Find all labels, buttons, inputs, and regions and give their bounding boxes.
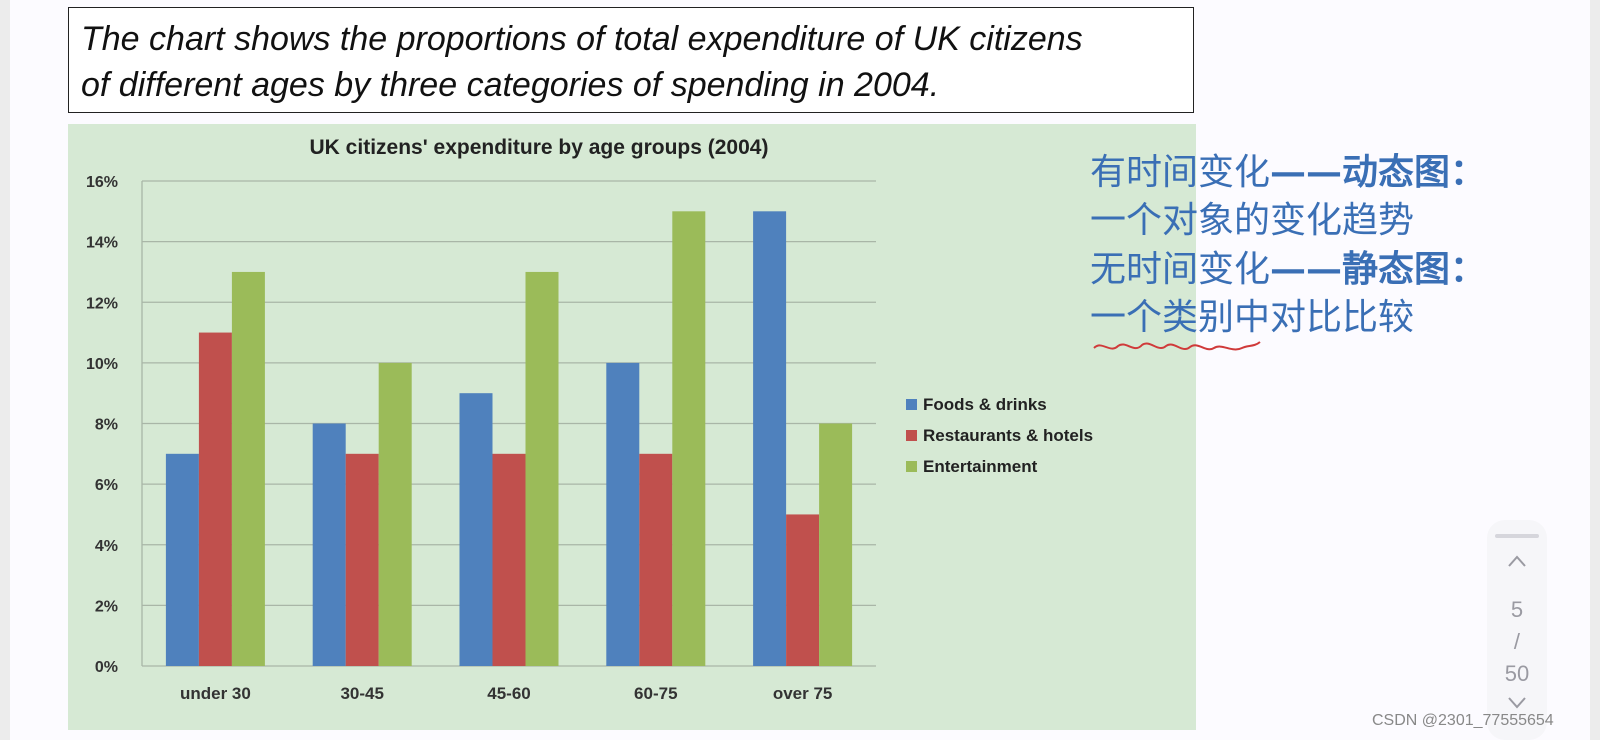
pager-handle[interactable] xyxy=(1495,534,1539,538)
x-tick-label: over 75 xyxy=(773,684,833,703)
chart-area: UK citizens' expenditure by age groups (… xyxy=(68,124,1196,730)
bar-entertainment-60-75 xyxy=(672,211,706,666)
y-tick-label: 8% xyxy=(95,417,118,434)
y-tick-label: 4% xyxy=(95,538,118,555)
bar-restaurants-hotels-30-45 xyxy=(345,453,379,666)
page-edge-left xyxy=(0,0,10,740)
legend-label: Entertainment xyxy=(923,457,1038,476)
bar-foods-drinks-over-75 xyxy=(753,211,787,666)
bar-entertainment-over-75 xyxy=(819,423,853,666)
bar-chart: UK citizens' expenditure by age groups (… xyxy=(68,124,1196,730)
x-tick-label: 60-75 xyxy=(634,684,677,703)
page-separator: / xyxy=(1513,629,1521,654)
y-tick-label: 14% xyxy=(86,235,118,252)
bar-entertainment-under-30 xyxy=(231,271,265,666)
y-tick-label: 12% xyxy=(86,295,118,312)
bar-restaurants-hotels-under-30 xyxy=(198,332,232,666)
note-line-3-text: 无时间变化 xyxy=(1090,249,1271,290)
page-indicator: 5 / 50 xyxy=(1505,594,1529,690)
legend-label: Restaurants & hotels xyxy=(923,426,1093,445)
note-line-3: 无时间变化——静态图： xyxy=(1090,245,1486,294)
total-pages: 50 xyxy=(1504,661,1530,686)
bar-restaurants-hotels-60-75 xyxy=(639,453,673,666)
x-tick-label: 30-45 xyxy=(340,684,383,703)
x-tick-label: 45-60 xyxy=(487,684,530,703)
x-tick-label: under 30 xyxy=(180,684,251,703)
bar-foods-drinks-under-30 xyxy=(165,453,199,666)
legend-swatch xyxy=(906,430,917,441)
legend-swatch xyxy=(906,461,917,472)
y-tick-label: 10% xyxy=(86,356,118,373)
legend-swatch xyxy=(906,399,917,410)
caption-line-2: of different ages by three categories of… xyxy=(81,66,940,104)
page-navigator: 5 / 50 xyxy=(1487,520,1547,740)
page-edge-right xyxy=(1590,0,1600,740)
note-line-4: 一个类别中对比比较 xyxy=(1090,297,1415,338)
chart-title: UK citizens' expenditure by age groups (… xyxy=(310,136,769,159)
bar-restaurants-hotels-over-75 xyxy=(786,514,820,666)
note-line-2: 一个对象的变化趋势 xyxy=(1090,200,1415,241)
note-line-1: 有时间变化——动态图： xyxy=(1090,148,1486,197)
y-tick-label: 16% xyxy=(86,174,118,191)
current-page: 5 xyxy=(1510,597,1524,622)
bar-foods-drinks-45-60 xyxy=(459,393,493,666)
bar-foods-drinks-30-45 xyxy=(312,423,346,666)
caption-line-1: The chart shows the proportions of total… xyxy=(81,20,1083,58)
bar-restaurants-hotels-45-60 xyxy=(492,453,526,666)
watermark: CSDN @2301_77555654 xyxy=(1372,712,1554,729)
note-line-1-bold: ——动态图： xyxy=(1270,151,1487,193)
red-underline-squiggle xyxy=(1093,341,1261,351)
note-line-1-text: 有时间变化 xyxy=(1090,152,1271,193)
bar-foods-drinks-60-75 xyxy=(606,362,640,666)
y-tick-label: 6% xyxy=(95,477,118,494)
legend-label: Foods & drinks xyxy=(923,395,1047,414)
y-tick-label: 2% xyxy=(95,598,118,615)
bar-entertainment-30-45 xyxy=(378,362,412,666)
caption-box: The chart shows the proportions of total… xyxy=(68,7,1194,113)
y-tick-label: 0% xyxy=(95,659,118,676)
note-line-3-bold: ——静态图： xyxy=(1270,248,1487,290)
chevron-down-icon[interactable] xyxy=(1507,696,1527,710)
handwritten-notes: 有时间变化——动态图： 一个对象的变化趋势 无时间变化——静态图： 一个类别中对… xyxy=(1090,148,1486,342)
bar-entertainment-45-60 xyxy=(525,271,559,666)
chevron-up-icon[interactable] xyxy=(1507,554,1527,568)
